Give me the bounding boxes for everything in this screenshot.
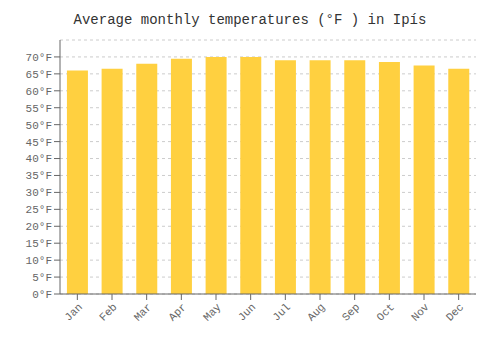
svg-text:Aug: Aug	[305, 301, 327, 323]
svg-text:15°F: 15°F	[26, 238, 52, 250]
svg-text:0°F: 0°F	[32, 289, 52, 301]
html-text:Average monthly temperatures (: Average monthly temperatures (°F ) in Ip…	[73, 12, 427, 28]
svg-text:Feb: Feb	[97, 301, 119, 323]
svg-text:5°F: 5°F	[32, 272, 52, 284]
svg-text:45°F: 45°F	[26, 137, 52, 149]
svg-text:Sep: Sep	[340, 301, 362, 323]
svg-text:Jul: Jul	[270, 301, 292, 323]
svg-text:Nov: Nov	[409, 301, 432, 324]
svg-text:55°F: 55°F	[26, 103, 52, 115]
svg-text:20°F: 20°F	[26, 221, 52, 233]
svg-text:Dec: Dec	[444, 301, 466, 323]
svg-text:40°F: 40°F	[26, 153, 52, 165]
svg-text:30°F: 30°F	[26, 187, 52, 199]
svg-text:50°F: 50°F	[26, 120, 52, 132]
svg-text:Oct: Oct	[374, 301, 396, 323]
svg-text:Apr: Apr	[166, 301, 188, 323]
svg-text:Jan: Jan	[62, 301, 84, 323]
svg-text:10°F: 10°F	[26, 255, 52, 267]
svg-text:Mar: Mar	[132, 301, 154, 323]
svg-text:25°F: 25°F	[26, 204, 52, 216]
svg-text:70°F: 70°F	[26, 52, 52, 64]
svg-text:60°F: 60°F	[26, 86, 52, 98]
svg-text:Jun: Jun	[236, 301, 258, 323]
svg-text:65°F: 65°F	[26, 69, 52, 81]
svg-text:May: May	[201, 301, 224, 324]
svg-text:35°F: 35°F	[26, 170, 52, 182]
